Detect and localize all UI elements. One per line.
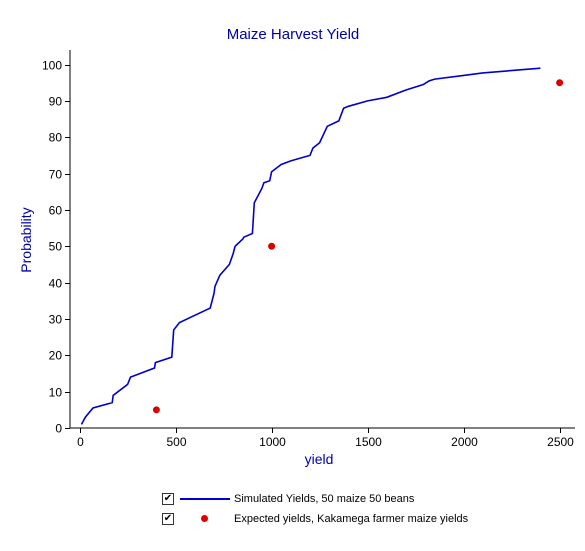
y-tick-label: 70 xyxy=(49,168,63,182)
y-tick-label: 50 xyxy=(49,240,63,254)
x-tick-label: 500 xyxy=(166,435,186,449)
legend-checkbox-simulated[interactable]: ✔ xyxy=(162,493,174,505)
chart-title: Maize Harvest Yield xyxy=(227,26,360,43)
legend-item-expected: ✔ Expected yields, Kakamega farmer maize… xyxy=(162,510,468,528)
y-tick-label: 100 xyxy=(42,59,62,73)
y-tick-label: 90 xyxy=(49,95,63,109)
data-point-expected-yield xyxy=(556,79,564,87)
y-tick-label: 20 xyxy=(49,349,63,363)
x-tick-label: 2000 xyxy=(451,435,478,449)
y-tick-label: 0 xyxy=(55,422,62,436)
data-point-expected-yield xyxy=(152,406,160,414)
y-tick-label: 60 xyxy=(49,204,63,218)
y-tick-label: 30 xyxy=(49,313,63,327)
series-line-simulated-yields xyxy=(80,67,541,425)
y-tick-label: 10 xyxy=(49,386,63,400)
x-tick-label: 0 xyxy=(77,435,84,449)
x-axis-title: yield xyxy=(305,451,334,467)
legend-label-expected: Expected yields, Kakamega farmer maize y… xyxy=(234,513,469,525)
x-tick-label: 1000 xyxy=(259,435,286,449)
y-tick-label: 80 xyxy=(49,131,63,145)
legend-dot-swatch xyxy=(180,513,230,525)
y-axis-title: Probability xyxy=(18,207,34,272)
legend: ✔ Simulated Yields, 50 maize 50 beans ✔ … xyxy=(162,490,468,530)
data-point-expected-yield xyxy=(268,242,276,250)
x-tick-label: 1500 xyxy=(355,435,382,449)
legend-item-simulated: ✔ Simulated Yields, 50 maize 50 beans xyxy=(162,490,468,508)
legend-line-swatch xyxy=(180,493,230,505)
legend-checkbox-expected[interactable]: ✔ xyxy=(162,513,174,525)
legend-label-simulated: Simulated Yields, 50 maize 50 beans xyxy=(234,493,415,505)
y-tick-label: 40 xyxy=(49,277,63,291)
x-tick-label: 2500 xyxy=(547,435,574,449)
